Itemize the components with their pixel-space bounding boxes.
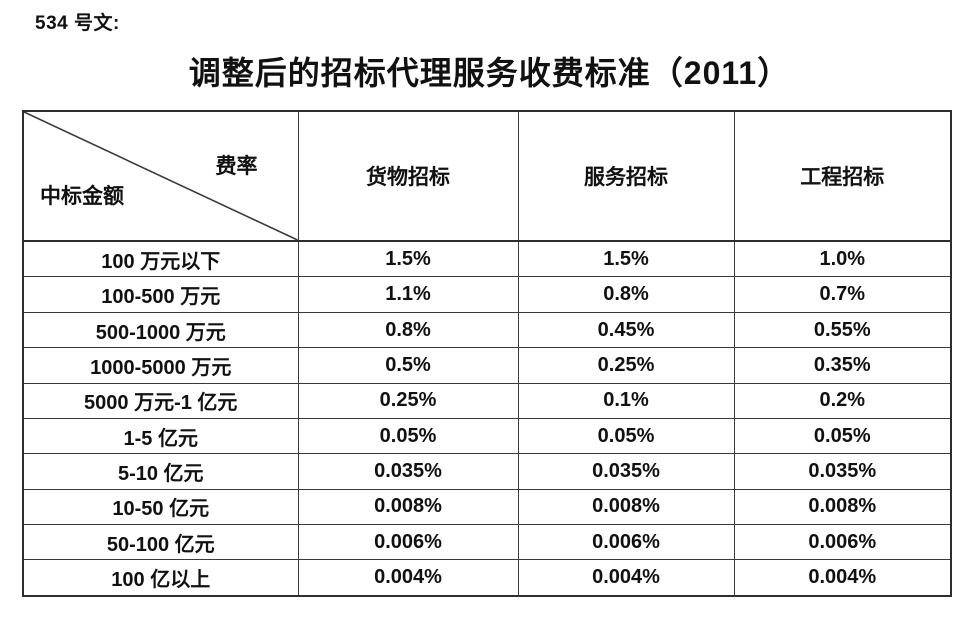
table-row: 100-500 万元 1.1% 0.8% 0.7%	[22, 276, 952, 313]
rate-cell: 0.8%	[297, 311, 519, 349]
rate-cell: 0.008%	[733, 488, 952, 526]
rate-cell: 0.008%	[517, 488, 735, 526]
column-header-goods: 货物招标	[297, 110, 519, 242]
rate-cell: 1.5%	[517, 240, 735, 278]
rate-cell: 1.0%	[733, 240, 952, 278]
corner-label-bid-amount: 中标金额	[40, 185, 124, 208]
table-row: 5000 万元-1 亿元 0.25% 0.1% 0.2%	[22, 382, 952, 419]
rate-cell: 0.8%	[517, 276, 735, 313]
rate-cell: 1.5%	[297, 240, 519, 278]
rate-cell: 0.006%	[733, 524, 952, 561]
rate-cell: 0.25%	[517, 347, 735, 384]
rate-cell: 0.5%	[297, 347, 519, 384]
rate-cell: 0.05%	[733, 417, 952, 455]
table-row: 50-100 亿元 0.006% 0.006% 0.006%	[22, 524, 952, 561]
rate-cell: 0.1%	[517, 382, 735, 419]
diagonal-header-cell: 费率 中标金额	[22, 110, 299, 242]
row-label: 10-50 亿元	[22, 488, 299, 526]
rate-cell: 0.55%	[733, 311, 952, 349]
table-body: 100 万元以下 1.5% 1.5% 1.0% 100-500 万元 1.1% 0.8% 0.…	[22, 240, 952, 597]
diagonal-divider-line	[24, 112, 298, 240]
row-label: 500-1000 万元	[22, 311, 299, 349]
row-label: 5-10 亿元	[22, 453, 299, 490]
rate-cell: 0.05%	[297, 417, 519, 455]
rate-cell: 0.7%	[733, 276, 952, 313]
row-label: 1-5 亿元	[22, 417, 299, 455]
row-label: 100-500 万元	[22, 276, 299, 313]
table-row: 5-10 亿元 0.035% 0.035% 0.035%	[22, 453, 952, 490]
column-header-service: 服务招标	[517, 110, 735, 242]
column-header-engineering: 工程招标	[733, 110, 952, 242]
corner-label-rate: 费率	[215, 155, 258, 178]
table-row: 100 万元以下 1.5% 1.5% 1.0%	[22, 240, 952, 278]
rate-cell: 0.004%	[297, 559, 519, 597]
fee-table: 费率 中标金额 货物招标 服务招标 工程招标 100 万元以下 1.5% 1.5% 1…	[22, 110, 952, 597]
rate-cell: 0.035%	[517, 453, 735, 490]
row-label: 1000-5000 万元	[22, 347, 299, 384]
rate-cell: 0.25%	[297, 382, 519, 419]
rate-cell: 0.008%	[297, 488, 519, 526]
table-row: 10-50 亿元 0.008% 0.008% 0.008%	[22, 488, 952, 526]
rate-cell: 0.35%	[733, 347, 952, 384]
rate-cell: 0.45%	[517, 311, 735, 349]
rate-cell: 0.004%	[733, 559, 952, 597]
rate-cell: 0.035%	[733, 453, 952, 490]
row-label: 50-100 亿元	[22, 524, 299, 561]
table-row: 1-5 亿元 0.05% 0.05% 0.05%	[22, 417, 952, 455]
table-row: 100 亿以上 0.004% 0.004% 0.004%	[22, 559, 952, 597]
row-label: 5000 万元-1 亿元	[22, 382, 299, 419]
page-title: 调整后的招标代理服务收费标准（2011）	[188, 55, 791, 91]
row-label: 100 亿以上	[22, 559, 299, 597]
rate-cell: 0.004%	[517, 559, 735, 597]
table-row: 1000-5000 万元 0.5% 0.25% 0.35%	[22, 347, 952, 384]
rate-cell: 0.05%	[517, 417, 735, 455]
rate-cell: 0.006%	[297, 524, 519, 561]
rate-cell: 0.035%	[297, 453, 519, 490]
row-label: 100 万元以下	[22, 240, 299, 278]
rate-cell: 0.2%	[733, 382, 952, 419]
table-row: 500-1000 万元 0.8% 0.45% 0.55%	[22, 311, 952, 349]
rate-cell: 0.006%	[517, 524, 735, 561]
rate-cell: 1.1%	[297, 276, 519, 313]
doc-number-note: 534 号文:	[35, 13, 120, 34]
header-row: 费率 中标金额 货物招标 服务招标 工程招标	[22, 110, 952, 242]
